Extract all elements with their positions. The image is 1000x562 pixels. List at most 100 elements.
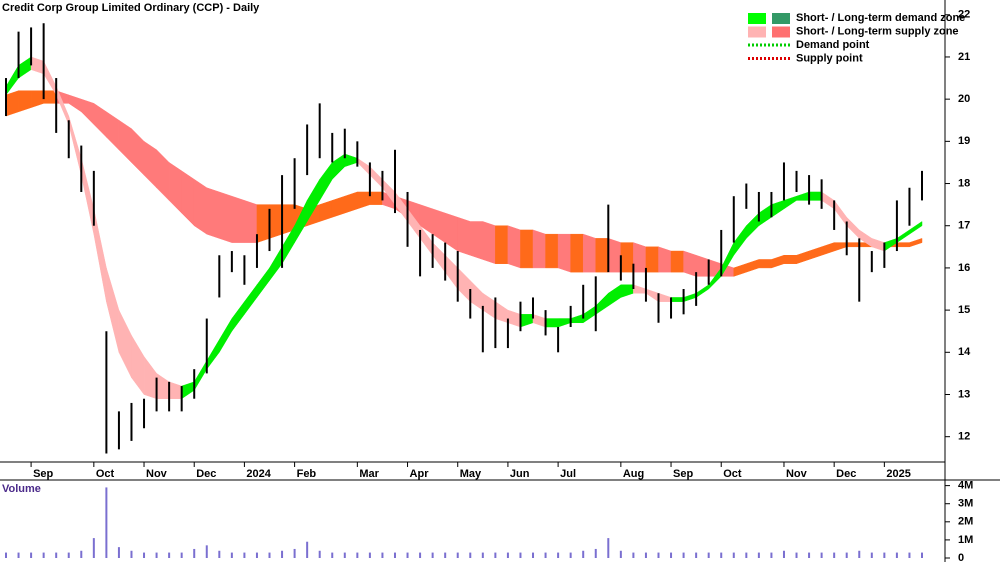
y-tick-label: 14: [958, 346, 971, 358]
volume-bar: [143, 552, 146, 558]
volume-bar: [921, 552, 923, 558]
zone-segment: [846, 242, 860, 248]
volume-bar: [343, 552, 346, 558]
x-tick-label: Feb: [297, 468, 317, 480]
volume-bar: [130, 550, 133, 558]
zone-segment: [909, 238, 923, 248]
volume-bar: [833, 552, 836, 558]
volume-bar: [431, 552, 434, 558]
volume-bar: [619, 550, 622, 558]
x-tick-label: Aug: [623, 468, 644, 480]
zone-segment: [193, 178, 208, 235]
y-tick-label: 20: [958, 93, 970, 105]
volume-bar: [92, 538, 95, 558]
volume-bar: [180, 552, 183, 558]
volume-bar: [268, 552, 271, 558]
x-tick-label: Dec: [836, 468, 856, 480]
zone-segment: [43, 90, 57, 104]
x-tick-label: Oct: [96, 468, 115, 480]
volume-bar: [820, 552, 823, 558]
legend-swatch: [772, 13, 790, 24]
y-tick-label: 15: [958, 304, 970, 316]
zone-segment: [507, 225, 521, 269]
volume-bar: [494, 552, 497, 558]
y-tick-label: 13: [958, 388, 970, 400]
volume-bar: [243, 552, 246, 558]
zone-segment: [244, 200, 258, 243]
volume-bar: [770, 552, 773, 558]
zone-segment: [5, 90, 19, 117]
volume-bar: [732, 552, 735, 558]
zone-segment: [482, 221, 496, 265]
volume-tick-label: 0: [958, 552, 964, 562]
zone-segment: [896, 242, 910, 248]
volume-bar: [444, 552, 447, 558]
volume-bar: [17, 552, 20, 558]
volume-bar: [306, 541, 309, 558]
y-tick-label: 17: [958, 220, 970, 232]
legend-label: Short- / Long-term demand zone: [796, 12, 965, 24]
volume-bar: [544, 552, 547, 558]
volume-bar: [218, 550, 221, 558]
volume-bar: [469, 552, 472, 558]
volume-bar: [255, 552, 258, 558]
volume-bar: [481, 552, 484, 558]
x-tick-label: Sep: [673, 468, 693, 480]
volume-bar: [293, 548, 296, 558]
volume-bar: [393, 552, 396, 558]
volume-bar: [419, 552, 422, 558]
volume-bar: [782, 550, 785, 558]
zone-segment: [582, 233, 597, 273]
volume-bar: [117, 547, 120, 558]
volume-bar: [532, 552, 535, 558]
volume-bar: [406, 552, 409, 558]
zone-segment: [808, 191, 822, 201]
volume-tick-label: 3M: [958, 498, 973, 510]
volume-bar: [368, 552, 371, 558]
y-tick-label: 22: [958, 9, 970, 21]
legend-swatch: [748, 26, 766, 38]
zone-segment: [570, 233, 584, 273]
zone-segment: [269, 204, 283, 239]
volume-bar: [720, 552, 723, 558]
volume-bar: [193, 548, 196, 558]
volume-bar: [582, 550, 585, 558]
zone-segment: [909, 221, 923, 235]
volume-bar: [644, 552, 647, 558]
zone-segment: [545, 318, 559, 328]
y-tick-label: 18: [958, 177, 970, 189]
zone-segment: [670, 297, 684, 302]
x-tick-label: Oct: [723, 468, 742, 480]
x-tick-label: 2025: [886, 468, 910, 480]
volume-bar: [607, 538, 610, 558]
volume-bar: [808, 552, 811, 558]
volume-bar: [657, 552, 660, 558]
volume-bar: [155, 552, 158, 558]
x-tick-label: Jun: [510, 468, 530, 480]
zone-segment: [470, 221, 484, 260]
zone-segment: [231, 195, 245, 243]
volume-bar: [895, 552, 898, 558]
zone-segment: [783, 255, 797, 264]
zone-segment: [557, 233, 571, 273]
volume-bar: [5, 552, 7, 558]
volume-bar: [632, 552, 635, 558]
volume-bar: [381, 552, 384, 558]
volume-bar: [506, 552, 509, 558]
zone-segment: [545, 233, 559, 269]
y-tick-label: 12: [958, 431, 970, 443]
volume-bar: [205, 545, 208, 558]
volume-bar: [456, 552, 459, 558]
x-tick-label: May: [460, 468, 482, 480]
volume-bar: [695, 552, 698, 558]
volume-bar: [795, 552, 798, 558]
legend-swatch: [748, 13, 766, 24]
chart-title: Credit Corp Group Limited Ordinary (CCP)…: [2, 2, 260, 14]
volume-bar: [42, 552, 45, 558]
volume-bar: [870, 552, 873, 558]
volume-bar: [858, 550, 861, 558]
volume-bar: [594, 548, 597, 558]
zone-segment: [670, 250, 684, 273]
